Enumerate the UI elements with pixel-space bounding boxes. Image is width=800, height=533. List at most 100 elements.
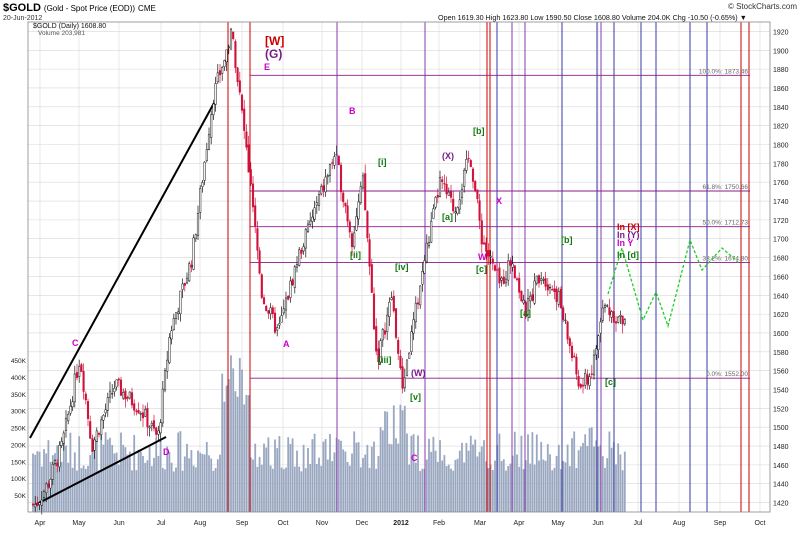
volume-bar — [80, 468, 83, 512]
candle-body — [575, 356, 578, 375]
volume-bar — [106, 439, 109, 512]
candle-body — [601, 307, 604, 321]
candle-body — [216, 72, 219, 83]
candle-body — [236, 67, 239, 83]
time-cycle-lines — [227, 22, 750, 512]
candle-body — [533, 280, 536, 304]
price-candles — [31, 27, 626, 515]
volume-bar — [373, 441, 375, 512]
volume-bar — [395, 438, 397, 512]
candle-body — [471, 168, 475, 182]
candle-body — [388, 301, 391, 317]
candle-body — [56, 462, 59, 467]
volume-bar — [104, 432, 107, 512]
volume-bar — [269, 465, 272, 512]
wave-label: (W) — [411, 368, 426, 378]
candle-body — [155, 427, 158, 435]
candle-body — [430, 220, 433, 243]
candle-body — [546, 284, 549, 291]
candle-body — [104, 409, 107, 414]
volume-bar — [271, 468, 274, 512]
volume-bar — [168, 451, 171, 512]
volume-bar — [265, 447, 268, 512]
candle-body — [317, 194, 321, 206]
wave-label: B — [349, 106, 356, 116]
candle-body — [394, 308, 398, 338]
volume-bar — [38, 451, 41, 512]
candle-body — [62, 432, 65, 444]
volume-bar — [245, 394, 248, 512]
volume-bar — [93, 442, 96, 512]
x-tick-label: Aug — [194, 520, 207, 527]
wave-label: C — [72, 338, 79, 348]
volume-bar — [247, 395, 250, 512]
volume-bar — [238, 358, 241, 512]
volume-bar — [445, 466, 448, 512]
volume-bar — [414, 462, 417, 512]
candle-body — [597, 335, 600, 351]
candle-body — [146, 407, 149, 428]
candle-body — [311, 216, 314, 222]
volume-bar — [84, 468, 87, 512]
volume-bar — [489, 464, 492, 512]
candle-body — [399, 355, 402, 369]
candle-body — [251, 183, 255, 208]
candle-body — [148, 426, 151, 429]
candle-body — [119, 379, 123, 396]
trend-lines — [29, 102, 215, 506]
volume-bar — [359, 467, 362, 512]
candle-body — [126, 397, 129, 399]
candle-body — [568, 338, 571, 347]
candle-body — [559, 288, 563, 309]
volume-bar — [227, 379, 230, 512]
candle-body — [322, 185, 325, 191]
volume-bar — [529, 463, 532, 512]
volume-bar — [522, 469, 525, 512]
volume-bar — [551, 470, 554, 512]
candle-body — [106, 397, 109, 411]
y-tick-label: 1760 — [773, 180, 789, 187]
candle-body — [163, 370, 167, 391]
candle-body — [280, 315, 283, 323]
candle-body — [335, 154, 338, 156]
candle-body — [276, 327, 279, 331]
volume-bar — [326, 459, 329, 512]
volume-bar — [588, 428, 591, 512]
volume-bar — [520, 435, 523, 512]
volume-bar — [469, 435, 472, 512]
candle-body — [304, 229, 307, 249]
volume-bar — [491, 470, 494, 512]
candle-body — [229, 28, 233, 50]
volume-bar — [274, 439, 276, 512]
volume-bar — [212, 470, 215, 512]
volume-bar — [377, 455, 380, 512]
candle-body — [557, 291, 560, 305]
volume-bar — [472, 444, 474, 512]
candle-body — [137, 410, 140, 414]
volume-bar — [302, 444, 305, 512]
volume-bar — [575, 467, 578, 512]
x-tick-label: Jun — [592, 520, 603, 527]
volume-tick-label: 150K — [11, 459, 27, 466]
candle-body — [36, 502, 39, 506]
candle-body — [80, 364, 83, 372]
candle-body — [603, 304, 607, 308]
volume-bar — [450, 468, 452, 512]
candle-body — [218, 70, 222, 76]
candle-body — [40, 499, 43, 506]
volume-bar — [157, 455, 160, 512]
volume-bar — [117, 464, 120, 512]
candle-body — [51, 464, 54, 480]
volume-bar — [183, 456, 186, 512]
fibonacci-levels: 100.0%: 1873.46 61.8%: 1750.66 50.0%: 1712… — [250, 68, 750, 379]
volume-bar — [170, 462, 173, 512]
candle-body — [183, 282, 186, 286]
candle-body — [199, 188, 202, 213]
candle-body — [368, 239, 371, 267]
volume-bar — [353, 431, 356, 512]
candle-body — [504, 278, 508, 284]
volume-bar — [210, 458, 213, 512]
candle-body — [531, 294, 534, 301]
volume-bar — [128, 451, 131, 512]
candle-body — [535, 275, 538, 284]
